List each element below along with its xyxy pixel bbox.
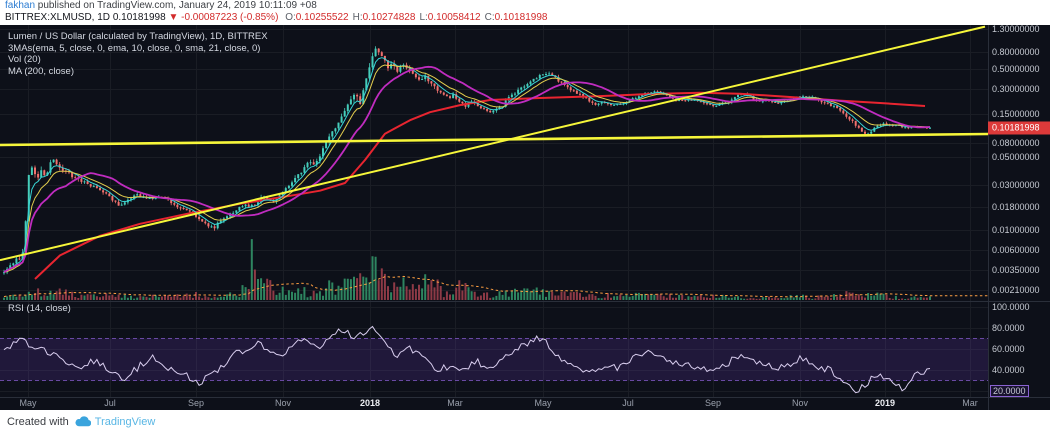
- ohlc-label: O:: [285, 12, 296, 23]
- price-axis-label: 0.30000000: [992, 84, 1040, 94]
- legend-line-symbol: Lumen / US Dollar (calculated by Trading…: [8, 31, 268, 42]
- rsi-axis-label: 20.0000: [990, 385, 1029, 397]
- price-axis-label: 0.01000000: [992, 225, 1040, 235]
- ohlc-label: H:: [352, 12, 363, 23]
- rsi-pane-title: RSI (14, close): [8, 303, 71, 314]
- rsi-axis-label: 80.0000: [992, 323, 1025, 333]
- footer: Created with TradingView: [0, 410, 1050, 434]
- byline: fakhan published on TradingView.com, Jan…: [5, 0, 1050, 12]
- ma200-line: [34, 91, 926, 280]
- published-text: published on TradingView.com, January 24…: [35, 0, 317, 11]
- price-axis-label: 0.01800000: [992, 202, 1040, 212]
- ohlc-value: 0.10255522: [295, 12, 349, 23]
- symbol-label: BITTREX:XLMUSD, 1D: [5, 12, 111, 23]
- ohlc-label: L:: [419, 12, 428, 23]
- time-axis-label: Nov: [791, 398, 809, 408]
- price-axis-label: 0.00350000: [992, 265, 1040, 275]
- sma21-line: [3, 65, 931, 273]
- time-axis-label: Mar: [962, 398, 978, 408]
- time-axis[interactable]: May Jul Sep Nov 2018 Mar May Jul Sep Nov 2019 Mar: [0, 398, 988, 410]
- time-axis-label: 2018: [359, 398, 381, 408]
- legend-line-ma200: MA (200, close): [8, 65, 74, 77]
- time-axis-label: May: [534, 398, 552, 408]
- time-axis-label: Jul: [622, 398, 634, 408]
- time-axis-label: Sep: [187, 398, 205, 408]
- time-axis-label: Jul: [104, 398, 116, 408]
- rsi-axis-label: 40.0000: [992, 365, 1025, 375]
- rsi-axis-label: 100.0000: [992, 302, 1030, 312]
- time-axis-label: 2019: [874, 398, 896, 408]
- price-axis-label: 1.30000000: [992, 24, 1040, 34]
- ohlc-values: O:0.10255522 H:0.10274828 L:0.10058412 C:0.…: [281, 12, 547, 23]
- rsi-line: [3, 325, 931, 394]
- tradingview-logo-icon: [75, 415, 92, 430]
- price-axis-label: 0.15000000: [992, 109, 1040, 119]
- header: fakhan published on TradingView.com, Jan…: [0, 0, 1050, 25]
- price-axis-label: 0.00210000: [992, 285, 1040, 295]
- time-axis-label: Sep: [704, 398, 722, 408]
- volume-ma-line: [3, 275, 988, 298]
- time-axis-label: May: [19, 398, 37, 408]
- last-price: 0.10181998: [112, 12, 166, 23]
- rsi-band: [0, 338, 988, 381]
- indicator-legend: Lumen / US Dollar (calculated by Trading…: [8, 31, 268, 77]
- last-price-tag: 0.10181998: [988, 121, 1050, 135]
- time-axis-label: Nov: [274, 398, 292, 408]
- time-axis-label: Mar: [447, 398, 463, 408]
- symbol-ohlc-line: BITTREX:XLMUSD, 1D 0.10181998 ▼ -0.00087…: [5, 12, 1050, 24]
- price-change: ▼ -0.00087223 (-0.85%): [168, 12, 279, 23]
- ohlc-value: 0.10181998: [494, 12, 548, 23]
- price-axis-label: 0.80000000: [992, 47, 1040, 57]
- price-axis-label: 0.50000000: [992, 64, 1040, 74]
- candles: [3, 46, 931, 275]
- ohlc-label: C:: [484, 12, 495, 23]
- price-axis[interactable]: 1.30000000 0.80000000 0.50000000 0.30000000…: [988, 24, 1050, 410]
- rsi-axis-label: 60.0000: [992, 344, 1025, 354]
- trend-line-1[interactable]: [0, 25, 986, 262]
- author-link[interactable]: fakhan: [5, 0, 36, 11]
- price-axis-label: 0.00600000: [992, 245, 1040, 255]
- volume-bars: [3, 239, 931, 300]
- tradingview-brand-link[interactable]: TradingView: [94, 416, 156, 428]
- legend-line-vol: Vol (20): [8, 54, 41, 65]
- trend-line-2[interactable]: [0, 132, 988, 147]
- ohlc-value: 0.10274828: [362, 12, 416, 23]
- price-axis-label: 0.05000000: [992, 152, 1040, 162]
- pane-separators: [0, 25, 1050, 410]
- ohlc-value: 0.10058412: [427, 12, 481, 23]
- price-axis-label: 0.08000000: [992, 138, 1040, 148]
- price-axis-label: 0.03000000: [992, 180, 1040, 190]
- created-with-text: Created with: [7, 416, 69, 428]
- legend-line-3mas: 3MAs(ema, 5, close, 0, ema, 10, close, 0…: [8, 42, 261, 54]
